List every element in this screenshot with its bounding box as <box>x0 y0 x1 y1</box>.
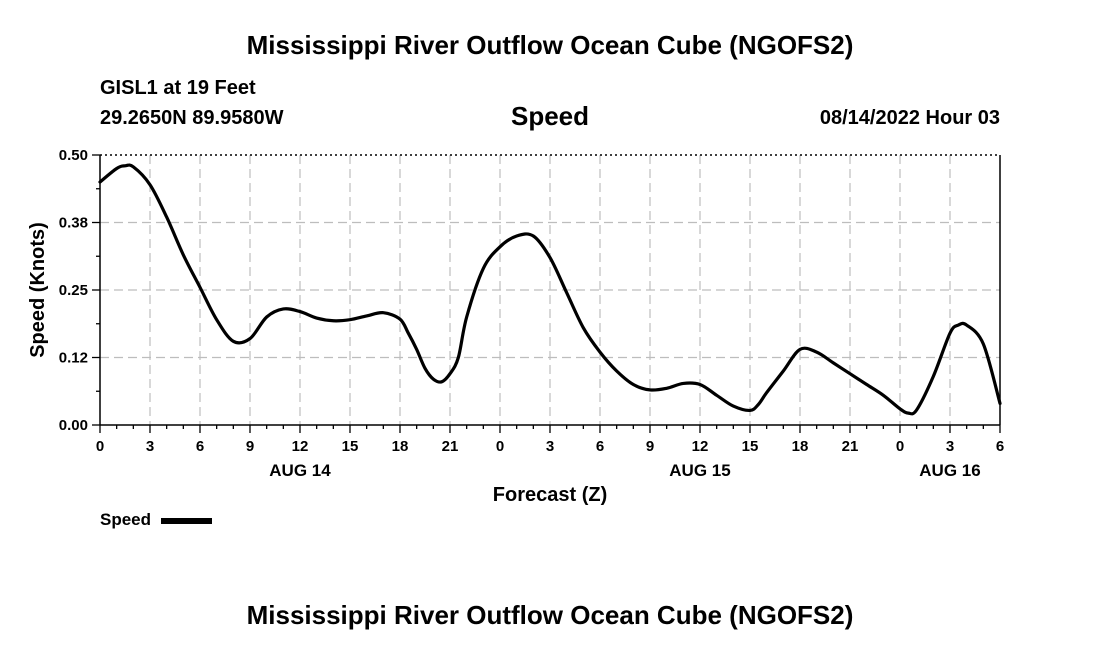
x-tick-label: 0 <box>96 438 104 455</box>
x-tick-label: 12 <box>292 438 309 455</box>
series-line-speed <box>98 163 1002 416</box>
x-tick-label: 21 <box>442 438 459 455</box>
x-tick-label: 6 <box>596 438 604 455</box>
grid-lines <box>100 155 1000 425</box>
x-axis-title: Forecast (Z) <box>493 484 607 506</box>
x-tick-label: 3 <box>946 438 954 455</box>
x-tick-label: 15 <box>742 438 759 455</box>
y-axis-title: Speed (Knots) <box>27 222 49 358</box>
page-title: Mississippi River Outflow Ocean Cube (NG… <box>247 30 854 60</box>
x-tick-label: 3 <box>546 438 554 455</box>
y-tick-label: 0.00 <box>59 417 88 434</box>
x-tick-label: 6 <box>996 438 1004 455</box>
date-labels: AUG 14 AUG 15 AUG 16 <box>269 461 980 480</box>
date-label: AUG 16 <box>919 461 980 480</box>
x-tick-label: 15 <box>342 438 359 455</box>
x-tick-label: 0 <box>496 438 504 455</box>
x-axis-ticks: 0 3 6 9 12 15 18 21 0 3 6 9 12 15 18 21 0 3 6 <box>96 425 1004 455</box>
y-tick-label: 0.50 <box>59 147 88 164</box>
x-tick-label: 12 <box>692 438 709 455</box>
x-tick-label: 18 <box>792 438 809 455</box>
bottom-title: Mississippi River Outflow Ocean Cube (NG… <box>247 600 854 630</box>
y-tick-label: 0.25 <box>59 282 88 299</box>
y-axis-ticks: 0.00 0.12 0.25 0.38 0.50 <box>59 147 100 434</box>
x-tick-label: 6 <box>196 438 204 455</box>
x-tick-label: 9 <box>246 438 254 455</box>
date-label: AUG 14 <box>269 461 331 480</box>
station-coords: 29.2650N 89.9580W <box>100 107 284 129</box>
x-tick-label: 21 <box>842 438 859 455</box>
x-tick-label: 9 <box>646 438 654 455</box>
panel-datetime: 08/14/2022 Hour 03 <box>820 107 1000 129</box>
panel-title: Speed <box>511 101 589 131</box>
legend-label: Speed <box>100 510 151 529</box>
y-tick-label: 0.12 <box>59 350 88 367</box>
series-layer <box>98 163 1002 416</box>
x-tick-label: 0 <box>896 438 904 455</box>
x-tick-label: 3 <box>146 438 154 455</box>
x-tick-label: 18 <box>392 438 409 455</box>
date-label: AUG 15 <box>669 461 730 480</box>
y-tick-label: 0.38 <box>59 215 88 232</box>
legend: Speed <box>100 510 212 529</box>
station-name: GISL1 at 19 Feet <box>100 77 256 99</box>
